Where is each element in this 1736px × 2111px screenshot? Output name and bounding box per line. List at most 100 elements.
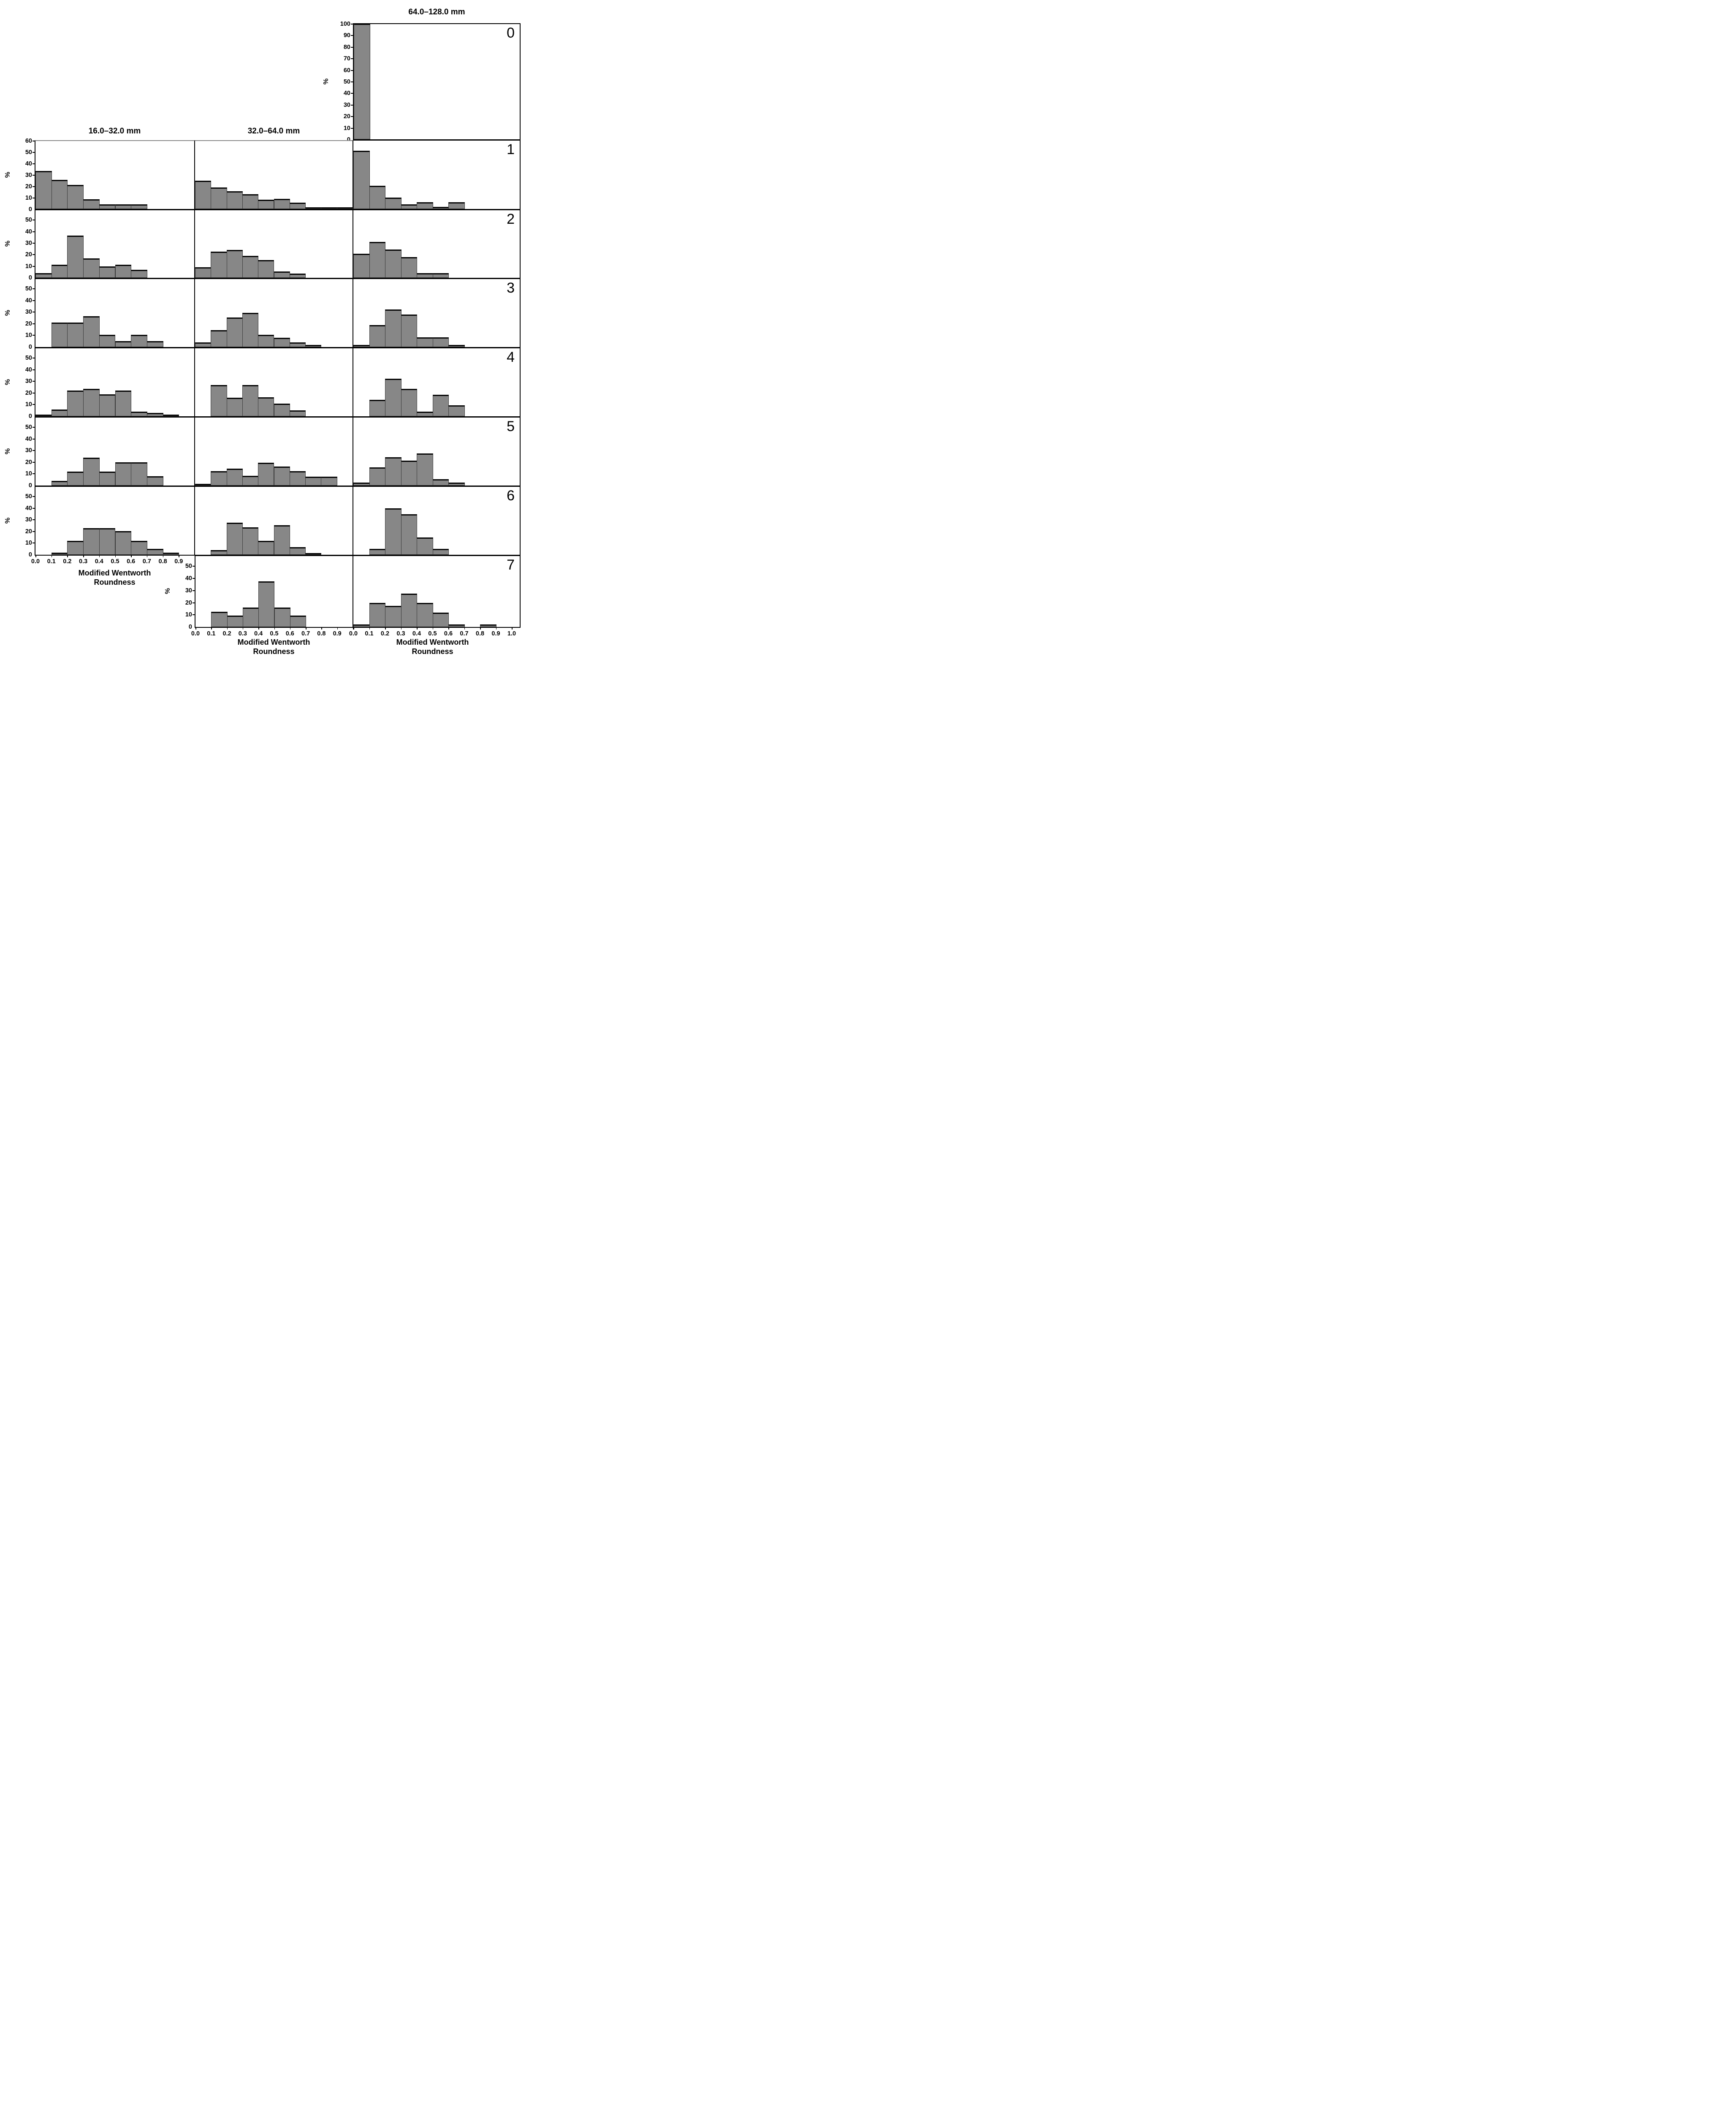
- y-tick-label: 40: [185, 575, 192, 582]
- panel-6-r: 6: [353, 486, 521, 557]
- x-axis-title-line2: Roundness: [94, 578, 136, 586]
- histogram-bar: [401, 314, 417, 347]
- y-tick-label: 50: [343, 79, 350, 85]
- histogram-bar: [258, 397, 274, 416]
- histogram-bar: [131, 540, 147, 555]
- panel-number-label: 7: [507, 557, 515, 573]
- histogram-bar: [401, 460, 417, 486]
- histogram-bar: [242, 312, 259, 347]
- y-tick-label: 10: [185, 611, 192, 619]
- y-tick-mark: [33, 175, 35, 176]
- y-tick-label: 20: [25, 320, 32, 327]
- histogram-bar: [67, 471, 84, 486]
- histogram-bar: [353, 624, 370, 627]
- histogram-bar: [67, 185, 84, 209]
- x-tick-label: 0.5: [270, 630, 279, 637]
- y-tick-label: 40: [25, 160, 32, 167]
- y-tick-label: 10: [25, 195, 32, 201]
- histogram-bar: [417, 202, 433, 209]
- histogram-bar: [163, 414, 179, 416]
- percent-axis-label: %: [323, 78, 330, 85]
- y-tick-label: 0: [28, 206, 32, 213]
- y-tick-label: 20: [185, 599, 192, 606]
- histogram-bar: [305, 345, 322, 347]
- y-tick-mark: [351, 35, 353, 36]
- y-tick-label: 10: [25, 470, 32, 478]
- histogram-bar: [242, 475, 259, 486]
- x-tick-mark: [290, 628, 291, 630]
- histogram-bar: [353, 483, 370, 486]
- panel-2-r: 2: [353, 210, 521, 280]
- x-tick-mark: [35, 556, 36, 557]
- histogram-bar: [258, 581, 275, 627]
- histogram-bar: [369, 467, 385, 486]
- y-tick-mark: [33, 254, 35, 255]
- histogram-bar: [242, 194, 259, 209]
- histogram-bar: [67, 391, 84, 416]
- histogram-bar: [305, 553, 322, 555]
- panel-5-l: 0 10 20 30 40 50%: [4, 417, 195, 489]
- x-tick-mark: [99, 556, 100, 557]
- y-tick-mark: [33, 450, 35, 451]
- y-tick-mark: [193, 566, 195, 567]
- histogram-bar: [211, 471, 227, 486]
- y-tick-label: 90: [343, 32, 350, 39]
- x-tick-label: 0.0: [191, 630, 200, 637]
- histogram-bar: [289, 410, 306, 416]
- histogram-bar: [115, 264, 132, 278]
- x-tick-label: 0.0: [349, 630, 358, 637]
- multi-panel-histogram-figure: 16.0–32.0 mm 32.0–64.0 mm 64.0–128.0 mm …: [0, 0, 524, 659]
- y-tick-mark: [193, 614, 195, 616]
- histogram-bar: [448, 345, 465, 347]
- histogram-bar: [131, 204, 147, 209]
- percent-axis-label: %: [4, 379, 12, 385]
- histogram-bar: [211, 550, 227, 555]
- x-tick-label: 0.6: [444, 630, 453, 637]
- histogram-bar: [242, 608, 259, 627]
- x-tick-label: 1.0: [507, 630, 516, 637]
- x-tick-mark: [369, 628, 370, 630]
- histogram-bar: [242, 527, 259, 555]
- histogram-bar: [67, 540, 84, 555]
- x-tick-label: 0.7: [142, 558, 151, 565]
- column-title-16-32mm: 16.0–32.0 mm: [88, 127, 141, 136]
- y-tick-mark: [351, 46, 353, 48]
- histogram-bar: [83, 316, 100, 347]
- histogram-bar: [274, 198, 290, 209]
- panel-number-label: 1: [507, 141, 515, 157]
- y-tick-mark: [351, 70, 353, 71]
- histogram-bar: [385, 198, 401, 209]
- panel-3-m: [195, 279, 353, 350]
- percent-axis-label: %: [4, 309, 12, 316]
- histogram-bar: [385, 309, 401, 347]
- y-tick-mark: [33, 531, 35, 532]
- histogram-bar: [289, 274, 306, 278]
- x-tick-label: 0.0: [31, 558, 40, 565]
- panel-1-l: 0 10 20 30 40 50 60%: [4, 138, 195, 213]
- percent-axis-label: %: [164, 588, 172, 594]
- y-tick-mark: [33, 381, 35, 382]
- histogram-bar: [258, 463, 274, 486]
- y-tick-label: 100: [340, 21, 350, 27]
- histogram-bar: [385, 378, 401, 416]
- column-title-32-64mm: 32.0–64.0 mm: [247, 127, 300, 136]
- histogram-bar: [385, 457, 401, 486]
- histogram-bar: [226, 397, 243, 416]
- histogram-bar: [401, 594, 417, 627]
- histogram-bar: [369, 242, 385, 278]
- x-tick-label: 0.5: [428, 630, 437, 637]
- histogram-bar: [51, 323, 68, 347]
- histogram-bar: [226, 250, 243, 278]
- x-tick-label: 0.4: [95, 558, 103, 565]
- histogram-bar: [226, 469, 243, 486]
- x-tick-mark: [512, 628, 513, 630]
- x-tick-mark: [227, 628, 228, 630]
- histogram-bar: [321, 477, 337, 486]
- y-tick-mark: [351, 128, 353, 129]
- histogram-bar: [417, 602, 433, 627]
- panel-6-l: 0 10 20 30 40 50% 0.0 0.1 0.2 0.3 0.4 0.5 0.6 0.7 0.8 0…: [4, 486, 195, 565]
- y-tick-label: 50: [25, 149, 32, 156]
- histogram-bar: [115, 462, 132, 486]
- y-tick-mark: [351, 93, 353, 94]
- histogram-bar: [211, 612, 228, 627]
